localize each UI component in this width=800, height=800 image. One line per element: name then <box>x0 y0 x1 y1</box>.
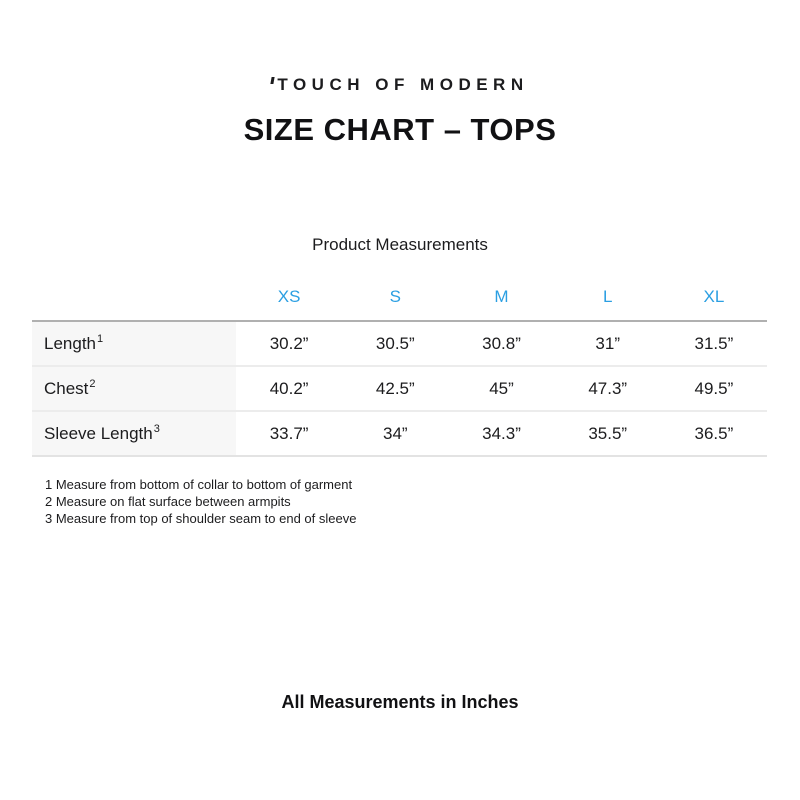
column-header-xs: XS <box>277 286 301 306</box>
table-row-sleeve-length: Sleeve Length 3 33.7” 34” 34.3” 35.5” 36.… <box>32 410 767 455</box>
page-title: SIZE CHART – TOPS <box>243 112 557 147</box>
size-table: XS S M L XL Length 1 30.2” 30.5” 30.8” 31… <box>32 273 767 457</box>
value-cell: 33.7” <box>269 423 309 443</box>
footnotes: 1 Measure from bottom of collar to botto… <box>45 476 356 527</box>
value-cell: 31.5” <box>694 333 734 353</box>
value-cell: 34.3” <box>482 423 521 443</box>
column-header-m: M <box>494 286 509 306</box>
footnote-line: 3 Measure from top of shoulder seam to e… <box>45 511 357 526</box>
logo-tick-icon <box>270 77 275 84</box>
value-cell: 34” <box>383 423 408 443</box>
column-header-s: S <box>389 286 401 306</box>
value-cell: 47.3” <box>588 378 628 398</box>
row-label-sleeve-length: Sleeve Length 3 <box>32 412 236 455</box>
column-header-xl: XL <box>703 286 725 306</box>
value-cell: 42.5” <box>375 378 415 398</box>
value-cell: 30.8” <box>482 333 521 353</box>
value-cell: 36.5” <box>694 423 734 443</box>
value-cell: 40.2” <box>269 378 309 398</box>
footer-note: All Measurements in Inches <box>281 692 519 712</box>
value-cell: 30.2” <box>269 333 309 353</box>
value-cell: 35.5” <box>588 423 628 443</box>
brand-logo: TOUCH OF MODERN <box>0 76 800 93</box>
brand-logo-text: TOUCH OF MODERN <box>277 75 529 94</box>
row-label-text: Sleeve Length <box>44 423 153 443</box>
section-heading: Product Measurements <box>312 235 488 254</box>
row-label-length: Length 1 <box>32 322 236 365</box>
row-label-text: Chest <box>44 378 89 398</box>
table-row-chest: Chest 2 40.2” 42.5” 45” 47.3” 49.5” <box>32 365 767 410</box>
value-cell: 30.5” <box>375 333 415 353</box>
footnote-line: 2 Measure on flat surface between armpit… <box>45 494 291 509</box>
row-label-chest: Chest 2 <box>32 367 236 410</box>
value-cell: 49.5” <box>694 378 734 398</box>
column-header-l: L <box>602 286 613 306</box>
footnote-line: 1 Measure from bottom of collar to botto… <box>45 477 353 492</box>
table-row-length: Length 1 30.2” 30.5” 30.8” 31” 31.5” <box>32 322 767 365</box>
size-table-header-row: XS S M L XL <box>32 273 767 320</box>
value-cell: 45” <box>489 378 514 398</box>
value-cell: 31” <box>595 333 620 353</box>
row-label-text: Length <box>44 333 96 353</box>
size-table-body: Length 1 30.2” 30.5” 30.8” 31” 31.5” Ches… <box>32 320 767 457</box>
